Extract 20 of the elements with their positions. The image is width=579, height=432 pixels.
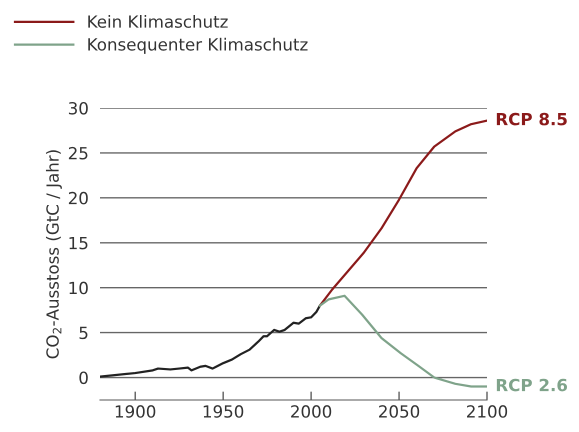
y-tick-label: 10 bbox=[70, 282, 88, 294]
y-tick-label: 5 bbox=[80, 326, 88, 340]
x-tick-label: 2100 bbox=[467, 405, 508, 418]
line-series bbox=[318, 119, 487, 307]
annotation: RCP 8.5 bbox=[496, 112, 567, 126]
y-tick-label: 25 bbox=[68, 146, 88, 160]
y-tick-label: 20 bbox=[68, 192, 88, 204]
x-tick-label: 2000 bbox=[291, 405, 332, 418]
y-axis-title: CO$_{2}$-Ausstoss (GtC / Jahr) bbox=[46, 150, 62, 358]
x-tick-label: 1900 bbox=[116, 405, 156, 418]
line-series bbox=[318, 294, 487, 388]
y-tick-label: 30 bbox=[68, 102, 88, 115]
annotation: RCP 2.6 bbox=[496, 378, 568, 392]
y-tick-label: 0 bbox=[79, 372, 88, 384]
legend-label: Konsequenter Klimaschutz bbox=[88, 38, 308, 54]
line-series bbox=[100, 304, 321, 378]
legend-label: Kein Klimaschutz bbox=[88, 15, 228, 28]
y-tick-label: 15 bbox=[70, 236, 88, 250]
x-tick-label: 1950 bbox=[204, 405, 244, 418]
x-tick-label: 2050 bbox=[379, 405, 420, 418]
